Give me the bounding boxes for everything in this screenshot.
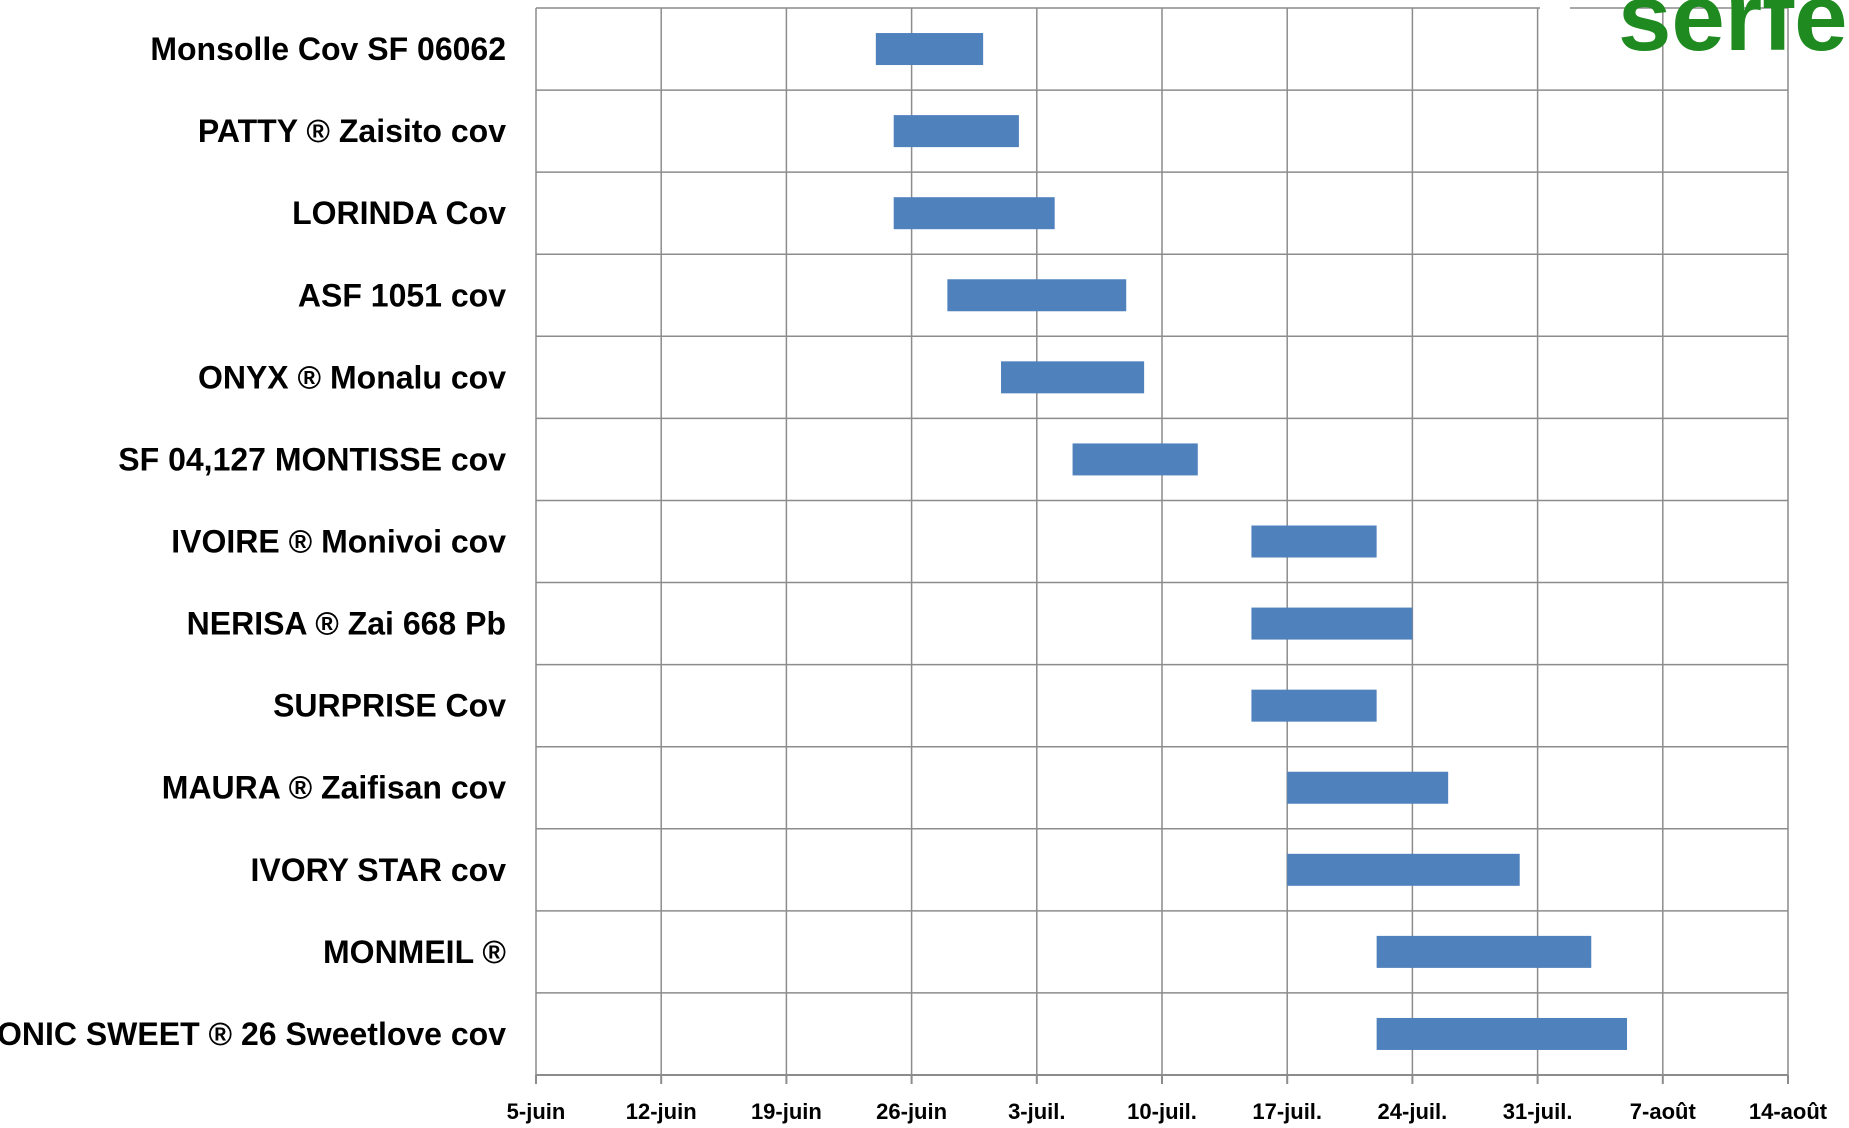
range-bar [893, 197, 1055, 230]
x-tick-label: 31-juil. [1503, 1099, 1573, 1124]
range-bar [1251, 607, 1413, 640]
range-bar [947, 279, 1127, 312]
x-tick-label: 26-juin [876, 1099, 947, 1124]
category-label: IVORY STAR cov [251, 852, 507, 888]
category-label: LORINDA Cov [292, 195, 506, 231]
bars [875, 33, 1628, 1050]
range-bar [1251, 689, 1377, 722]
x-tick-label: 19-juin [751, 1099, 822, 1124]
x-tick-label: 24-juil. [1378, 1099, 1448, 1124]
x-tick-label: 12-juin [626, 1099, 697, 1124]
range-bar [1376, 1017, 1628, 1050]
x-tick-label: 10-juil. [1127, 1099, 1197, 1124]
category-label: SF 04,127 MONTISSE cov [118, 441, 506, 477]
category-label: ASF 1051 cov [298, 277, 506, 313]
category-label: ONYX ® Monalu cov [198, 359, 506, 395]
category-label: Monsolle Cov SF 06062 [150, 31, 506, 67]
category-label: TONIC SWEET ® 26 Sweetlove cov [0, 1016, 506, 1052]
x-axis: 5-juin 12-juin 19-juin 26-juin 3-juil. 10-jui… [507, 1074, 1828, 1124]
category-label: IVOIRE ® Monivoi cov [171, 524, 506, 560]
range-bar [1072, 443, 1198, 476]
x-tick-label: 14-août [1749, 1099, 1828, 1124]
range-bar [1251, 525, 1377, 558]
range-bar [1376, 935, 1592, 968]
range-bar [1287, 771, 1449, 804]
category-label: SURPRISE Cov [273, 688, 506, 724]
category-label: MAURA ® Zaifisan cov [162, 770, 506, 806]
category-label: MONMEIL ® [323, 934, 506, 970]
category-label: PATTY ® Zaisito cov [198, 113, 506, 149]
logo-text: serfel [1618, 0, 1849, 71]
serfel-logo: serfel [1540, 0, 1849, 71]
range-bar [893, 115, 1019, 148]
grid-lines [535, 7, 1789, 1075]
range-bar [1287, 853, 1520, 886]
x-tick-label: 5-juin [507, 1099, 566, 1124]
category-labels: Monsolle Cov SF 06062 PATTY ® Zaisito cov… [0, 31, 506, 1052]
range-bar [875, 33, 984, 66]
x-tick-label: 3-juil. [1008, 1099, 1065, 1124]
x-tick-label: 7-août [1630, 1099, 1697, 1124]
range-bar [1001, 361, 1145, 394]
category-label: NERISA ® Zai 668 Pb [187, 606, 506, 642]
x-tick-label: 17-juil. [1252, 1099, 1322, 1124]
